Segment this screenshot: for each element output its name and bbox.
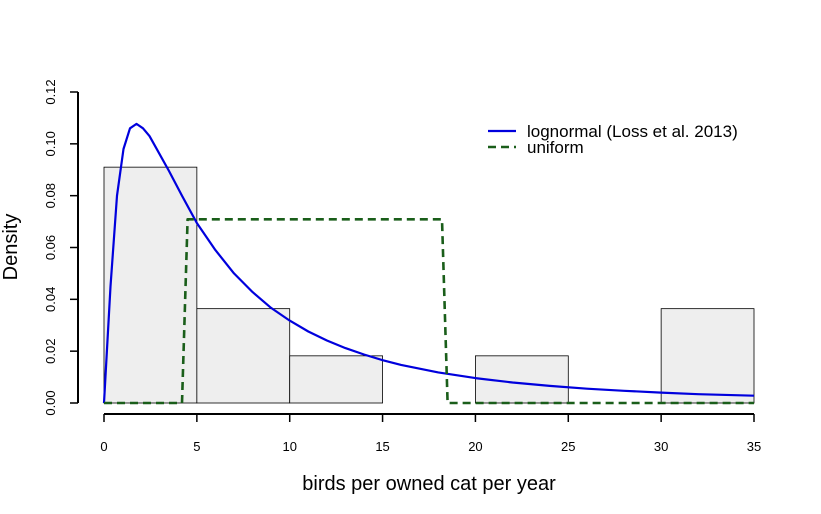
x-tick-label-0: 0 (100, 439, 107, 454)
x-tick-label-7: 35 (747, 439, 761, 454)
x-tick-label-5: 25 (561, 439, 575, 454)
x-tick-label-4: 20 (468, 439, 482, 454)
legend-label-lognormal: lognormal (Loss et al. 2013) (527, 122, 738, 141)
y-tick-label-2: 0.04 (43, 287, 58, 312)
x-tick-label-2: 10 (282, 439, 296, 454)
x-axis-title: birds per owned cat per year (302, 473, 556, 495)
histogram-bar-1 (196, 308, 291, 404)
y-tick-label-5: 0.10 (43, 131, 58, 156)
y-tick-label-6: 0.12 (43, 79, 58, 104)
y-tick-label-4: 0.08 (43, 183, 58, 208)
histogram-bar-6 (660, 308, 755, 404)
series-line-lognormal (102, 122, 755, 404)
y-tick-label-0: 0.00 (43, 390, 58, 415)
y-axis-title: Density (0, 214, 22, 281)
histogram-bar-2 (289, 355, 383, 404)
x-tick-label-3: 15 (375, 439, 389, 454)
y-tick-label-3: 0.06 (43, 235, 58, 260)
histogram-bars (103, 166, 755, 404)
x-tick-label-6: 30 (654, 439, 668, 454)
density-curves (102, 122, 755, 405)
series-line-uniform (104, 218, 754, 405)
histogram-bar-0 (103, 166, 198, 404)
legend: lognormal (Loss et al. 2013)uniform (488, 122, 738, 157)
x-tick-label-1: 5 (193, 439, 200, 454)
legend-label-uniform: uniform (527, 138, 584, 157)
y-tick-label-1: 0.02 (43, 339, 58, 364)
axes: 0 5 10 15 20 25 30 35 0.00 0.02 0.04 0.06 0.08 0.10 0.… (43, 79, 761, 454)
